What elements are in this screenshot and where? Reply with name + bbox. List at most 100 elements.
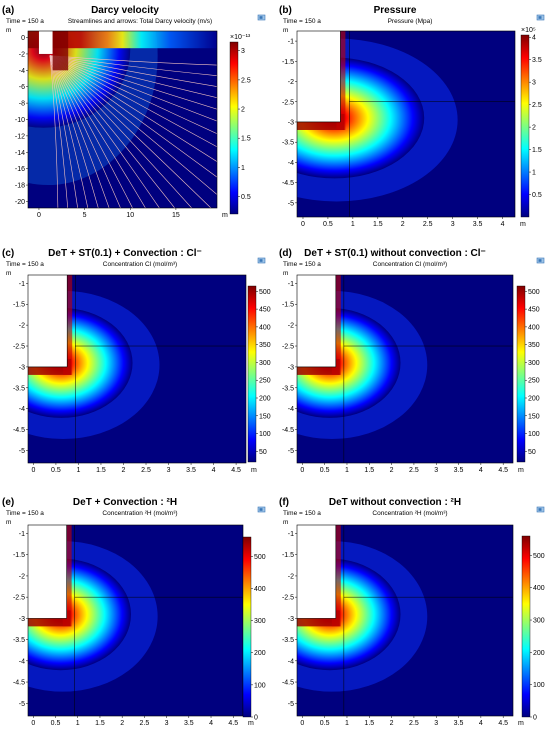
colorbar-tick-label: 100 <box>254 682 266 689</box>
colorbar-tick-label: 300 <box>528 360 540 367</box>
y-tick-label: -2.5 <box>282 344 294 351</box>
plot-area <box>28 525 243 716</box>
comsol-view-icon[interactable] <box>257 506 266 513</box>
x-tick-label: 1.5 <box>95 720 105 727</box>
source-block <box>28 525 67 619</box>
x-tick-label: 0.5 <box>51 720 61 727</box>
comsol-view-icon[interactable] <box>536 14 545 21</box>
colorbar-tick-label: 300 <box>533 618 545 625</box>
y-tick-label: -4 <box>19 658 25 665</box>
colorbar-tick-label: 500 <box>528 289 540 296</box>
streamline <box>49 55 217 122</box>
x-tick-label: 5 <box>83 212 87 219</box>
colorbar-tick-label: 2.5 <box>532 102 542 109</box>
x-tick-label: 15 <box>172 212 180 219</box>
plot-area <box>297 525 513 716</box>
panel-subtitle: Pressure (Mpa) <box>388 18 433 25</box>
x-tick-label: 0.5 <box>320 720 330 727</box>
streamline <box>49 55 99 208</box>
colorbar-tick-label: 300 <box>259 360 271 367</box>
panel-title: DeT + ST(0.1) without convection : Cl⁻ <box>304 248 486 259</box>
y-tick-label: -12 <box>15 133 25 140</box>
x-tick-label: 1 <box>345 720 349 727</box>
comsol-view-icon[interactable] <box>257 257 266 264</box>
axis-unit-label: m <box>6 519 11 526</box>
streamline <box>49 55 121 208</box>
streamline <box>49 55 217 66</box>
x-tick-label: 3 <box>434 467 438 474</box>
plot-area <box>297 31 515 217</box>
x-tick-label: 2 <box>390 467 394 474</box>
x-tick-label: 1.5 <box>96 467 106 474</box>
y-tick-label: -4 <box>288 406 294 413</box>
x-tick-label: 0.5 <box>323 221 333 228</box>
x-tick-label: 3 <box>165 720 169 727</box>
y-tick-label: -3 <box>19 616 25 623</box>
panel-subtitle: Streamlines and arrows: Total Darcy velo… <box>68 18 212 25</box>
y-tick-label: -2.5 <box>282 595 294 602</box>
y-tick-label: -2.5 <box>13 344 25 351</box>
x-tick-label: 10 <box>126 212 134 219</box>
x-tick-label: 1 <box>345 467 349 474</box>
colorbar-tick-label: 500 <box>259 289 271 296</box>
x-tick-label: 4.5 <box>231 467 241 474</box>
x-axis-unit: m <box>222 212 228 219</box>
y-tick-label: -4 <box>19 406 25 413</box>
plot-frame <box>296 30 516 218</box>
colorbar-exponent: ×10⁵ <box>521 27 536 34</box>
colorbar-tick-label: 2 <box>241 107 245 114</box>
x-tick-label: 2.5 <box>423 221 433 228</box>
y-tick-label: -20 <box>15 199 25 206</box>
y-tick-label: -2 <box>288 323 294 330</box>
y-tick-label: -3.5 <box>282 637 294 644</box>
x-tick-label: 0.5 <box>320 467 330 474</box>
x-tick-label: 0 <box>31 720 35 727</box>
colorbar-tick-label: 100 <box>528 431 540 438</box>
time-label: Time = 150 a <box>283 510 321 517</box>
source-block <box>297 31 341 122</box>
colorbar-tick-label: 200 <box>528 396 540 403</box>
x-tick-label: 3.5 <box>186 467 196 474</box>
streamline <box>49 55 212 208</box>
x-tick-label: 3.5 <box>184 720 194 727</box>
axis-unit-label: m <box>283 27 288 34</box>
y-tick-label: -1.5 <box>13 302 25 309</box>
colorbar-tick-label: 400 <box>254 586 266 593</box>
streamline <box>49 55 146 208</box>
axis-unit-label: m <box>6 27 11 34</box>
colorbar-tick-label: 0.5 <box>532 192 542 199</box>
y-tick-label: -4 <box>19 68 25 75</box>
x-tick-label: 3.5 <box>454 720 464 727</box>
colorbar-tick-label: 1 <box>532 170 536 177</box>
y-tick-label: -1.5 <box>13 552 25 559</box>
panel-title: DeT without convection : ²H <box>329 497 461 508</box>
y-tick-label: -2.5 <box>13 595 25 602</box>
colorbar-tick-label: 200 <box>259 396 271 403</box>
streamline <box>49 55 176 208</box>
plot-frame <box>296 274 514 464</box>
x-axis-unit: m <box>251 467 257 474</box>
comsol-view-icon[interactable] <box>536 257 545 264</box>
comsol-view-icon[interactable] <box>257 14 266 21</box>
colorbar-tick-label: 100 <box>533 682 545 689</box>
colorbar <box>229 41 239 215</box>
y-tick-label: -2 <box>288 573 294 580</box>
streamline <box>49 55 133 208</box>
colorbar-tick-label: 200 <box>533 650 545 657</box>
comsol-view-icon[interactable] <box>536 506 545 513</box>
colorbar-tick-label: 400 <box>259 324 271 331</box>
panel-title: Pressure <box>374 5 417 16</box>
colorbar-tick-label: 500 <box>254 554 266 561</box>
colorbar-tick-label: 400 <box>533 585 545 592</box>
panel-b: (b) Pressure Time = 150 a Pressure (Mpa) m 0 0… <box>279 5 545 228</box>
source-block <box>28 275 68 367</box>
y-tick-label: -4.5 <box>282 427 294 434</box>
x-tick-label: 3 <box>167 467 171 474</box>
colorbar-tick-label: 250 <box>259 378 271 385</box>
colorbar-tick-label: 450 <box>259 307 271 314</box>
streamline <box>49 55 217 77</box>
streamline <box>49 55 59 208</box>
x-axis-unit: m <box>520 221 526 228</box>
y-tick-label: -1 <box>19 531 25 538</box>
colorbar <box>516 285 526 463</box>
